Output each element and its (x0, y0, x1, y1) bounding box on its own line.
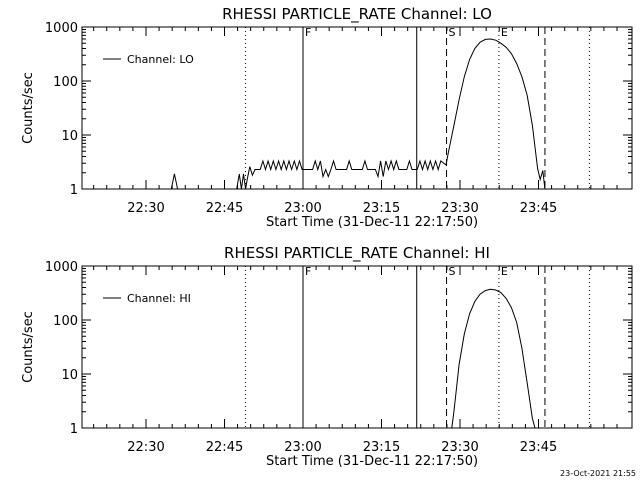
hi-y-axis-label: Counts/sec (21, 311, 36, 383)
hi-legend-label: Channel: HI (127, 292, 191, 305)
lo-y-tick-label: 1000 (45, 21, 78, 36)
hi-y-tick-label: 1000 (45, 260, 78, 275)
hi-series-line (451, 288, 536, 429)
hi-event-marker-label: F (305, 265, 311, 278)
lo-x-axis-label: Start Time (31-Dec-11 22:17:50) (266, 215, 478, 230)
hi-event-marker-label: S (449, 265, 456, 278)
lo-event-marker-label: F (305, 26, 311, 39)
hi-event-marker-label: E (501, 265, 508, 278)
hi-x-tick-label: 23:30 (441, 440, 478, 455)
lo-series-line (170, 38, 546, 190)
lo-event-marker-label: S (449, 26, 456, 39)
plot-timestamp: 23-Oct-2021 21:55 (560, 469, 636, 478)
lo-y-tick-label: 100 (53, 75, 78, 90)
lo-y-tick-label: 1 (70, 183, 78, 198)
hi-x-tick-label: 23:45 (520, 440, 557, 455)
hi-x-tick-label: 22:30 (127, 440, 164, 455)
lo-event-marker-label: E (501, 26, 508, 39)
hi-chart-title: RHESSI PARTICLE_RATE Channel: HI (224, 244, 490, 263)
lo-plot-frame (81, 26, 633, 190)
hi-y-tick-label: 10 (61, 368, 78, 383)
lo-x-tick-label: 23:45 (520, 201, 557, 216)
hi-plot-frame (81, 265, 633, 429)
hi-x-tick-label: 22:45 (206, 440, 243, 455)
hi-y-tick-label: 100 (53, 314, 78, 329)
lo-legend-label: Channel: LO (127, 53, 194, 66)
hi-x-tick-label: 23:15 (363, 440, 400, 455)
lo-x-tick-label: 23:15 (363, 201, 400, 216)
lo-y-tick-label: 10 (61, 129, 78, 144)
lo-x-tick-label: 23:00 (284, 201, 321, 216)
hi-y-tick-label: 1 (70, 422, 78, 437)
lo-x-tick-label: 23:30 (441, 201, 478, 216)
hi-x-tick-label: 23:00 (284, 440, 321, 455)
lo-y-axis-label: Counts/sec (21, 72, 36, 144)
lo-x-tick-label: 22:45 (206, 201, 243, 216)
hi-x-axis-label: Start Time (31-Dec-11 22:17:50) (266, 454, 478, 469)
lo-x-tick-label: 22:30 (127, 201, 164, 216)
lo-chart-title: RHESSI PARTICLE_RATE Channel: LO (222, 5, 492, 24)
